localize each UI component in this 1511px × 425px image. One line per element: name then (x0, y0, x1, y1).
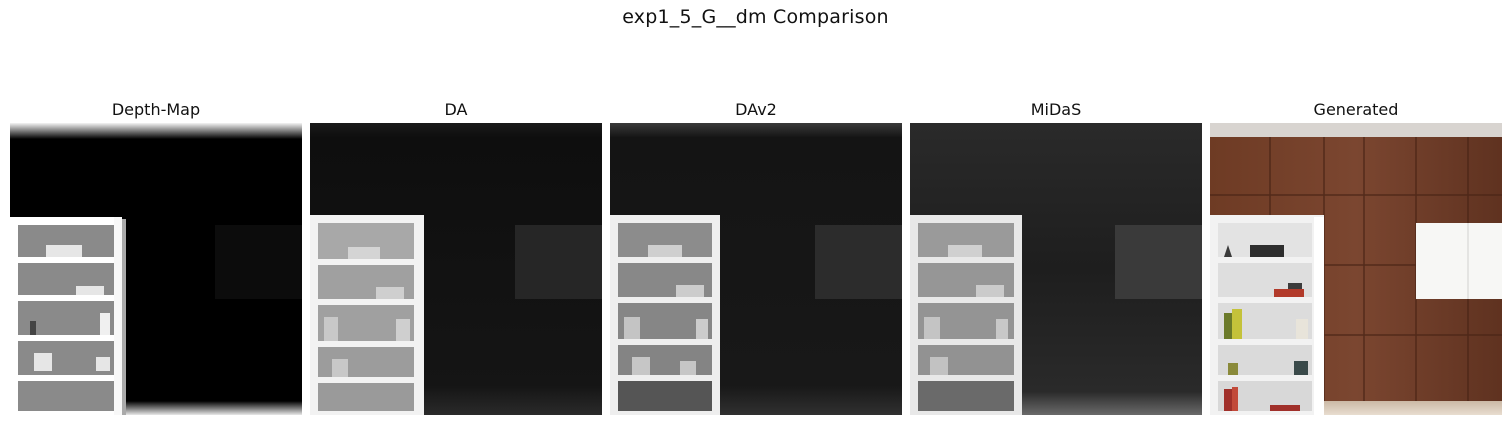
panel-da: DA (310, 98, 602, 415)
generated-image (1210, 123, 1502, 415)
panel-title: Generated (1313, 100, 1399, 119)
midas-depth-image (910, 123, 1202, 415)
panel-title: DA (444, 100, 468, 119)
figure-title: exp1_5_G__dm Comparison (622, 6, 889, 28)
panel-depth-map: Depth-Map (10, 98, 302, 415)
dav2-depth-image (610, 123, 902, 415)
panel-midas: MiDaS (910, 98, 1202, 415)
panel-dav2: DAv2 (610, 98, 902, 415)
depth-map-image (10, 123, 302, 415)
panel-generated: Generated (1210, 98, 1502, 415)
panel-title: DAv2 (735, 100, 777, 119)
da-depth-image (310, 123, 602, 415)
panel-title: MiDaS (1030, 100, 1082, 119)
panel-title: Depth-Map (111, 100, 201, 119)
